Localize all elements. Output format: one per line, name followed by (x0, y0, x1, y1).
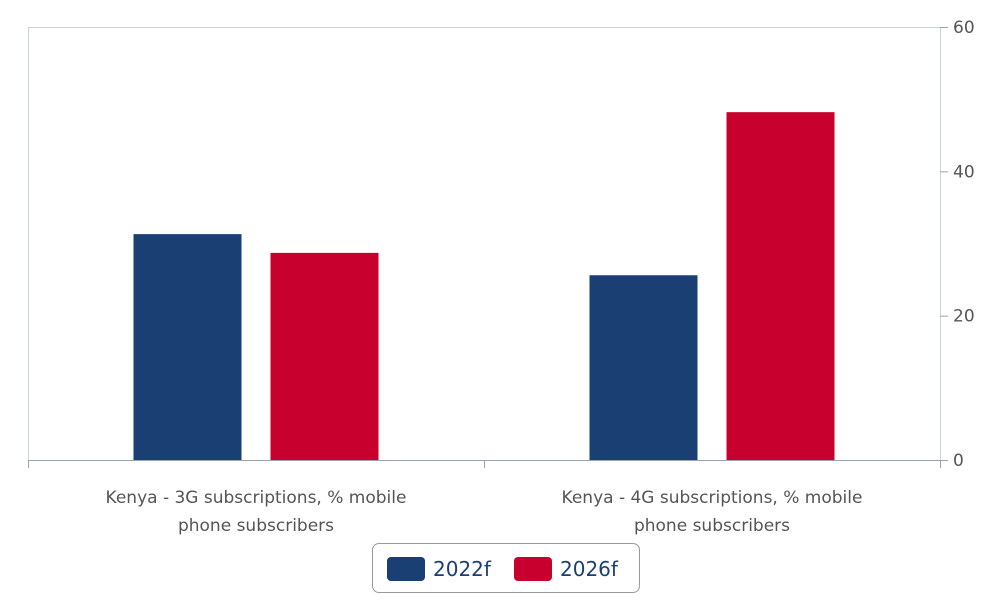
x-tick-label-1: Kenya - 3G subscriptions, % mobile phone … (106, 488, 407, 536)
legend-item-2022f[interactable]: 2022f (387, 555, 491, 583)
legend-swatch-2022f (387, 557, 425, 581)
legend-item-2026f[interactable]: 2026f (514, 555, 618, 583)
bars-group (133, 112, 835, 460)
y-tick-label-0: 0 (953, 451, 964, 471)
x-tick-label-line: Kenya - 4G subscriptions, % mobile (562, 488, 863, 508)
legend: 2022f 2026f (372, 543, 640, 593)
y-tick-label-20: 20 (953, 307, 975, 327)
x-tick-label-line: phone subscribers (634, 516, 790, 536)
y-tick-label-40: 40 (953, 162, 975, 182)
x-tick-label-line: phone subscribers (178, 516, 334, 536)
y-axis: 0 20 40 60 (940, 18, 975, 471)
x-axis: Kenya - 3G subscriptions, % mobile phone … (28, 460, 941, 536)
bar-2022f-cat-2 (589, 275, 698, 460)
y-tick-label-60: 60 (953, 18, 975, 38)
bar-2026f-cat-2 (726, 112, 835, 460)
x-tick-label-2: Kenya - 4G subscriptions, % mobile phone … (562, 488, 863, 536)
legend-label-2026f: 2026f (560, 557, 618, 581)
legend-label-2022f: 2022f (433, 557, 491, 581)
bar-2022f-cat-1 (133, 234, 242, 460)
legend-swatch-2026f (514, 557, 552, 581)
bar-2026f-cat-1 (270, 252, 379, 460)
x-tick-label-line: Kenya - 3G subscriptions, % mobile (106, 488, 407, 508)
